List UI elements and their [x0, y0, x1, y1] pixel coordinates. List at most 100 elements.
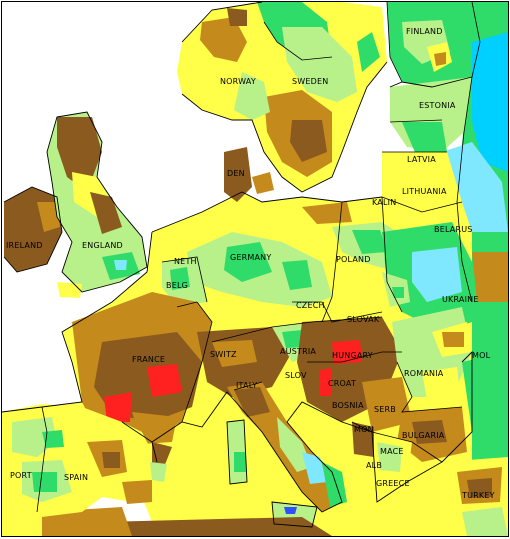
- france-very-dry: [147, 364, 182, 397]
- label-turkey: TURKEY: [461, 491, 495, 500]
- atlantic-coast: [2, 231, 153, 413]
- ireland-east: [37, 202, 60, 232]
- label-hungary: HUNGARY: [332, 351, 373, 360]
- border-romania-bulgaria: [396, 361, 463, 413]
- greece-normal: [377, 442, 402, 472]
- label-greece: GREECE: [376, 479, 410, 488]
- switz-moderate: [212, 340, 257, 367]
- label-kalin: KALIN: [372, 198, 396, 207]
- north-africa: [102, 517, 332, 536]
- moldova-dry: [442, 332, 464, 347]
- label-ireland: IRELAND: [6, 241, 43, 250]
- italy-north-dry: [234, 387, 270, 417]
- label-spain: SPAIN: [64, 473, 88, 482]
- norway-coast-wet: [234, 72, 270, 120]
- southeast-spain: [122, 480, 152, 504]
- hungary-very-dry: [332, 340, 362, 364]
- label-mon: MON: [354, 425, 374, 434]
- label-italy: ITALY: [236, 381, 257, 390]
- label-poland: POLAND: [336, 255, 371, 264]
- british-isles-region: [4, 112, 147, 298]
- germany-wet-west: [224, 242, 272, 282]
- label-romania: ROMANIA: [404, 369, 444, 378]
- italy-central-normal: [277, 417, 312, 472]
- finland-dry-core: [434, 52, 446, 66]
- label-mol: MOL: [472, 351, 491, 360]
- cornwall: [57, 282, 82, 298]
- label-lithuania: LITHUANIA: [402, 187, 447, 196]
- border-russia: [456, 2, 481, 303]
- spain-dry: [102, 452, 120, 468]
- benelux-wet: [170, 267, 190, 290]
- label-czech: CZECH: [296, 301, 325, 310]
- label-switz: SWITZ: [210, 350, 237, 359]
- scotland-dry: [57, 117, 102, 192]
- south-romania: [422, 367, 460, 400]
- portugal-wet: [32, 472, 57, 492]
- south-sweden-dry-core: [290, 120, 327, 162]
- border-pyrenees: [121, 421, 153, 443]
- sicily-coast: [271, 501, 318, 528]
- border-alps-line: [211, 316, 383, 343]
- border-spain-portugal: [36, 406, 48, 513]
- galicia-wet: [42, 430, 64, 448]
- label-neth: NETH: [174, 257, 197, 266]
- label-slov: SLOV: [285, 371, 307, 380]
- denmark-islands: [252, 172, 274, 194]
- bulgaria-dry: [412, 420, 447, 444]
- sicily-extreme-wet: [284, 507, 297, 514]
- national-borders: [36, 2, 481, 513]
- border-hungary-south: [307, 351, 402, 363]
- ukraine-very-wet: [412, 247, 462, 302]
- ireland-coast: [3, 186, 63, 273]
- border-baltics: [381, 119, 463, 213]
- border-benelux: [161, 256, 208, 308]
- border-czech-slovakia: [292, 301, 383, 323]
- serbia-moderate: [362, 377, 412, 432]
- border-france-east: [181, 301, 213, 423]
- border-norway-sweden: [263, 21, 333, 61]
- england-dry: [90, 192, 122, 234]
- label-france: FRANCE: [132, 355, 165, 364]
- label-belarus: BELARUS: [434, 225, 473, 234]
- label-germany: GERMANY: [230, 253, 271, 262]
- lithuania-land: [382, 152, 462, 212]
- label-norway: NORWAY: [220, 77, 256, 86]
- label-latvia: LATVIA: [407, 155, 436, 164]
- scandinavia-region: [177, 2, 387, 192]
- label-slovak: SLOVAK: [347, 315, 380, 324]
- italy-south-wet: [302, 452, 327, 484]
- label-alb: ALB: [366, 461, 382, 470]
- east-very-wet: [472, 32, 508, 172]
- germany-wet-east: [282, 260, 312, 290]
- turkey-dry: [467, 478, 492, 498]
- scandinavia-south-coast: [181, 61, 388, 193]
- label-mace: MACE: [380, 447, 404, 456]
- label-estonia: ESTONIA: [419, 101, 456, 110]
- border-italy-north: [233, 381, 263, 391]
- balearic-area: [150, 462, 167, 482]
- sw-france-very-dry: [104, 392, 132, 422]
- poland-wet: [352, 230, 387, 254]
- bothnia-wet: [357, 32, 380, 72]
- label-bulgaria: BULGARIA: [402, 431, 445, 440]
- east-dry-patch: [472, 252, 508, 302]
- ukraine-small-wet: [392, 287, 404, 298]
- iberia-region: [2, 404, 172, 522]
- sardinia-coast: [226, 419, 248, 485]
- border-balkans-south: [351, 421, 443, 463]
- sardinia-wet: [234, 452, 246, 472]
- sweden-normal: [282, 27, 357, 102]
- label-finland: FINLAND: [406, 27, 443, 36]
- label-serb: SERB: [374, 405, 396, 414]
- britain-coast: [46, 111, 148, 293]
- austria-wet: [282, 330, 304, 348]
- norway-coast: [181, 2, 263, 43]
- black-sea-coast: [441, 350, 473, 463]
- turkey-south-normal: [462, 507, 508, 536]
- label-sweden: SWEDEN: [292, 77, 328, 86]
- label-port: PORT: [10, 471, 32, 480]
- label-austria: AUSTRIA: [280, 347, 316, 356]
- label-belg: BELG: [166, 281, 188, 290]
